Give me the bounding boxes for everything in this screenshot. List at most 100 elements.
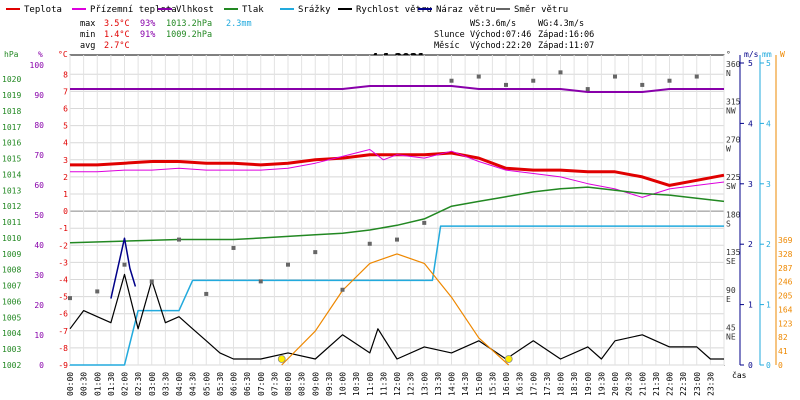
legend-label: Rychlost větru — [356, 5, 432, 15]
tick-time: 03:00 — [148, 372, 157, 396]
series-line-slunce — [281, 253, 510, 366]
tick-compass: NW — [726, 107, 736, 116]
tick-ms: 1 — [748, 301, 753, 310]
tick-degc: -6 — [58, 310, 68, 319]
tick-time: 20:00 — [611, 372, 620, 396]
tick-pct: 0 — [39, 361, 44, 370]
tick-degc: 5 — [63, 122, 68, 131]
tick-compass: W — [726, 144, 731, 153]
wind-dir-point — [449, 78, 454, 83]
tick-deg: 315 — [726, 98, 741, 107]
tick-compass: NE — [726, 332, 736, 341]
sun-marker — [504, 355, 513, 363]
tick-w: 82 — [778, 333, 788, 342]
tick-hpa: 1020 — [2, 75, 21, 84]
tick-time: 07:00 — [257, 372, 266, 396]
legend-label: Vlhkost — [176, 5, 214, 15]
series-line-náraz-větru — [110, 237, 137, 299]
tick-w: 369 — [778, 236, 793, 245]
plot-area — [68, 54, 725, 366]
tick-hpa: 1013 — [2, 186, 21, 195]
wind-dir-point — [340, 287, 345, 292]
tick-degc: 8 — [63, 70, 68, 79]
tick-degc: 3 — [63, 156, 68, 165]
wind-dir-point — [177, 237, 181, 242]
tick-deg: 90 — [726, 286, 736, 295]
tick-hpa: 1017 — [2, 123, 21, 132]
tick-w: 287 — [778, 264, 793, 273]
axis-hpa-label: hPa — [4, 50, 19, 59]
tick-time: 21:30 — [652, 372, 661, 396]
wind-dir-point — [613, 74, 617, 79]
stat-min-press: 1009.2hPa — [166, 30, 212, 40]
tick-w: 246 — [778, 278, 793, 287]
series-line-srážky — [70, 225, 724, 366]
axes: hPa% °C1002100310041005100610071008100910… — [2, 50, 793, 370]
tick-w: 164 — [778, 305, 793, 314]
tick-time: 06:00 — [230, 372, 239, 396]
tick-time: 18:00 — [557, 372, 566, 396]
stat-max-hum: 93% — [140, 19, 155, 29]
wind-dir-point — [476, 74, 481, 79]
stat-max-press: 1013.2hPa — [166, 19, 212, 29]
tick-deg: 225 — [726, 173, 741, 182]
tick-w: 41 — [778, 347, 788, 356]
axis-deg-label: ° — [726, 50, 731, 59]
stat-avg-label: avg — [80, 41, 95, 51]
sun-moon-panel: WS:3.6m/s WG:4.3m/s Slunce Východ:07:46 … — [434, 19, 594, 51]
tick-hpa: 1002 — [2, 361, 21, 370]
tick-time: 19:00 — [584, 372, 593, 396]
tick-hpa: 1004 — [2, 329, 21, 338]
tick-time: 01:30 — [107, 372, 116, 396]
tick-time: 14:00 — [448, 372, 457, 396]
tick-time: 02:30 — [134, 372, 143, 396]
tick-degc: -3 — [58, 258, 68, 267]
tick-hpa: 1014 — [2, 170, 21, 179]
tick-time: 11:30 — [379, 372, 388, 396]
tick-pct: 40 — [34, 241, 44, 250]
tick-hpa: 1003 — [2, 345, 21, 354]
tick-time: 20:30 — [625, 372, 634, 396]
wind-dir-point — [149, 279, 154, 284]
wind-dir-point — [640, 82, 645, 87]
tick-deg: 360 — [726, 60, 741, 69]
tick-ms: 3 — [748, 180, 753, 189]
tick-time: 13:00 — [420, 372, 429, 396]
tick-pct: 60 — [34, 181, 44, 190]
axis-mm-label: mm — [762, 50, 772, 59]
wind-dir-point — [504, 82, 508, 87]
tick-hpa: 1018 — [2, 107, 21, 116]
x-axis-label: čas — [732, 370, 747, 380]
tick-ms: 2 — [748, 240, 753, 249]
tick-ms: 5 — [748, 59, 753, 68]
tick-hpa: 1012 — [2, 202, 21, 211]
legend-label: Přízemní teplota — [90, 5, 177, 15]
tick-time: 22:30 — [679, 372, 688, 396]
tick-w: 328 — [778, 250, 793, 259]
wind-gust-readout: WG:4.3m/s — [538, 19, 584, 29]
stat-max-label: max — [80, 19, 95, 29]
tick-time: 18:30 — [570, 372, 579, 396]
tick-time: 12:30 — [407, 372, 416, 396]
tick-degc: 2 — [63, 173, 68, 182]
tick-pct: 90 — [34, 91, 44, 100]
tick-hpa: 1009 — [2, 250, 21, 259]
sun-label: Slunce — [434, 30, 465, 40]
stats-panel: max 3.5°C 93% 1013.2hPa 2.3mm min 1.4°C … — [80, 19, 252, 51]
tick-time: 09:00 — [311, 372, 320, 396]
tick-pct: 20 — [34, 301, 44, 310]
stat-max-rain: 2.3mm — [226, 19, 252, 29]
legend-label: Směr větru — [514, 5, 568, 15]
series-line-přízemní-teplota — [70, 149, 725, 198]
tick-compass: S — [726, 220, 731, 229]
wind-dir-point — [395, 237, 399, 242]
wind-dir-point — [558, 70, 563, 75]
tick-time: 05:30 — [216, 372, 225, 396]
tick-time: 21:00 — [638, 372, 647, 396]
tick-time: 09:30 — [325, 372, 334, 396]
wind-dir-point — [694, 74, 699, 79]
tick-pct: 70 — [34, 151, 44, 160]
wind-dir-point — [313, 250, 318, 255]
wind-dir-point — [68, 296, 72, 301]
